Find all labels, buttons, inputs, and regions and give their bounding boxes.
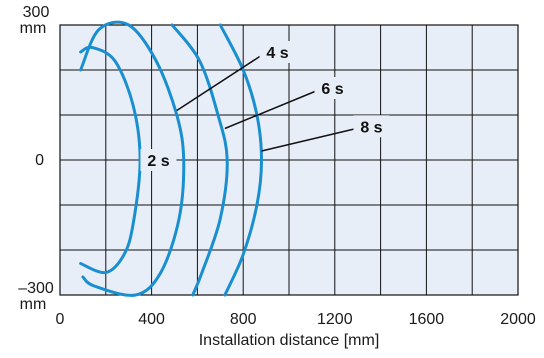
x-tick-label: 2000 xyxy=(500,311,536,328)
annotation-leaders xyxy=(176,53,358,152)
x-axis-label: Installation distance [mm] xyxy=(199,332,380,349)
grid xyxy=(60,25,518,295)
curves xyxy=(79,20,264,297)
x-tick-label: 1200 xyxy=(317,311,353,328)
y-tick-unit: mm xyxy=(20,20,47,37)
x-tick-label: 0 xyxy=(56,311,65,328)
curve-2s xyxy=(79,45,142,275)
curve-label-4s: 4 s xyxy=(266,45,288,62)
leader-6s xyxy=(224,89,319,130)
label-bg-2s xyxy=(140,149,177,171)
x-tick-label: 800 xyxy=(230,311,257,328)
label-bg-4s xyxy=(259,41,296,63)
x-tick-label: 400 xyxy=(138,311,165,328)
y-tick-label: 0 xyxy=(35,152,44,169)
y-tick-label: –300 xyxy=(18,280,54,297)
y-tick-unit: mm xyxy=(20,296,47,313)
plot-frame xyxy=(59,24,519,296)
curve-label-6s: 6 s xyxy=(321,81,343,98)
leader-8s xyxy=(261,127,358,152)
y-tick-label: 300 xyxy=(23,4,50,21)
curve-label-8s: 8 s xyxy=(360,119,382,136)
curve-8s xyxy=(218,23,264,297)
leader-4s xyxy=(176,53,264,112)
label-bg-6s xyxy=(314,77,351,99)
curve-6s xyxy=(170,23,229,297)
curve-4s xyxy=(79,20,186,297)
x-tick-label: 1600 xyxy=(409,311,445,328)
curve-label-2s: 2 s xyxy=(147,153,169,170)
annotations: 2 s 4 s 6 s 8 s xyxy=(140,41,390,171)
label-bg-8s xyxy=(353,115,390,138)
x-tick-labels: 0 400 800 1200 1600 2000 xyxy=(56,311,536,328)
